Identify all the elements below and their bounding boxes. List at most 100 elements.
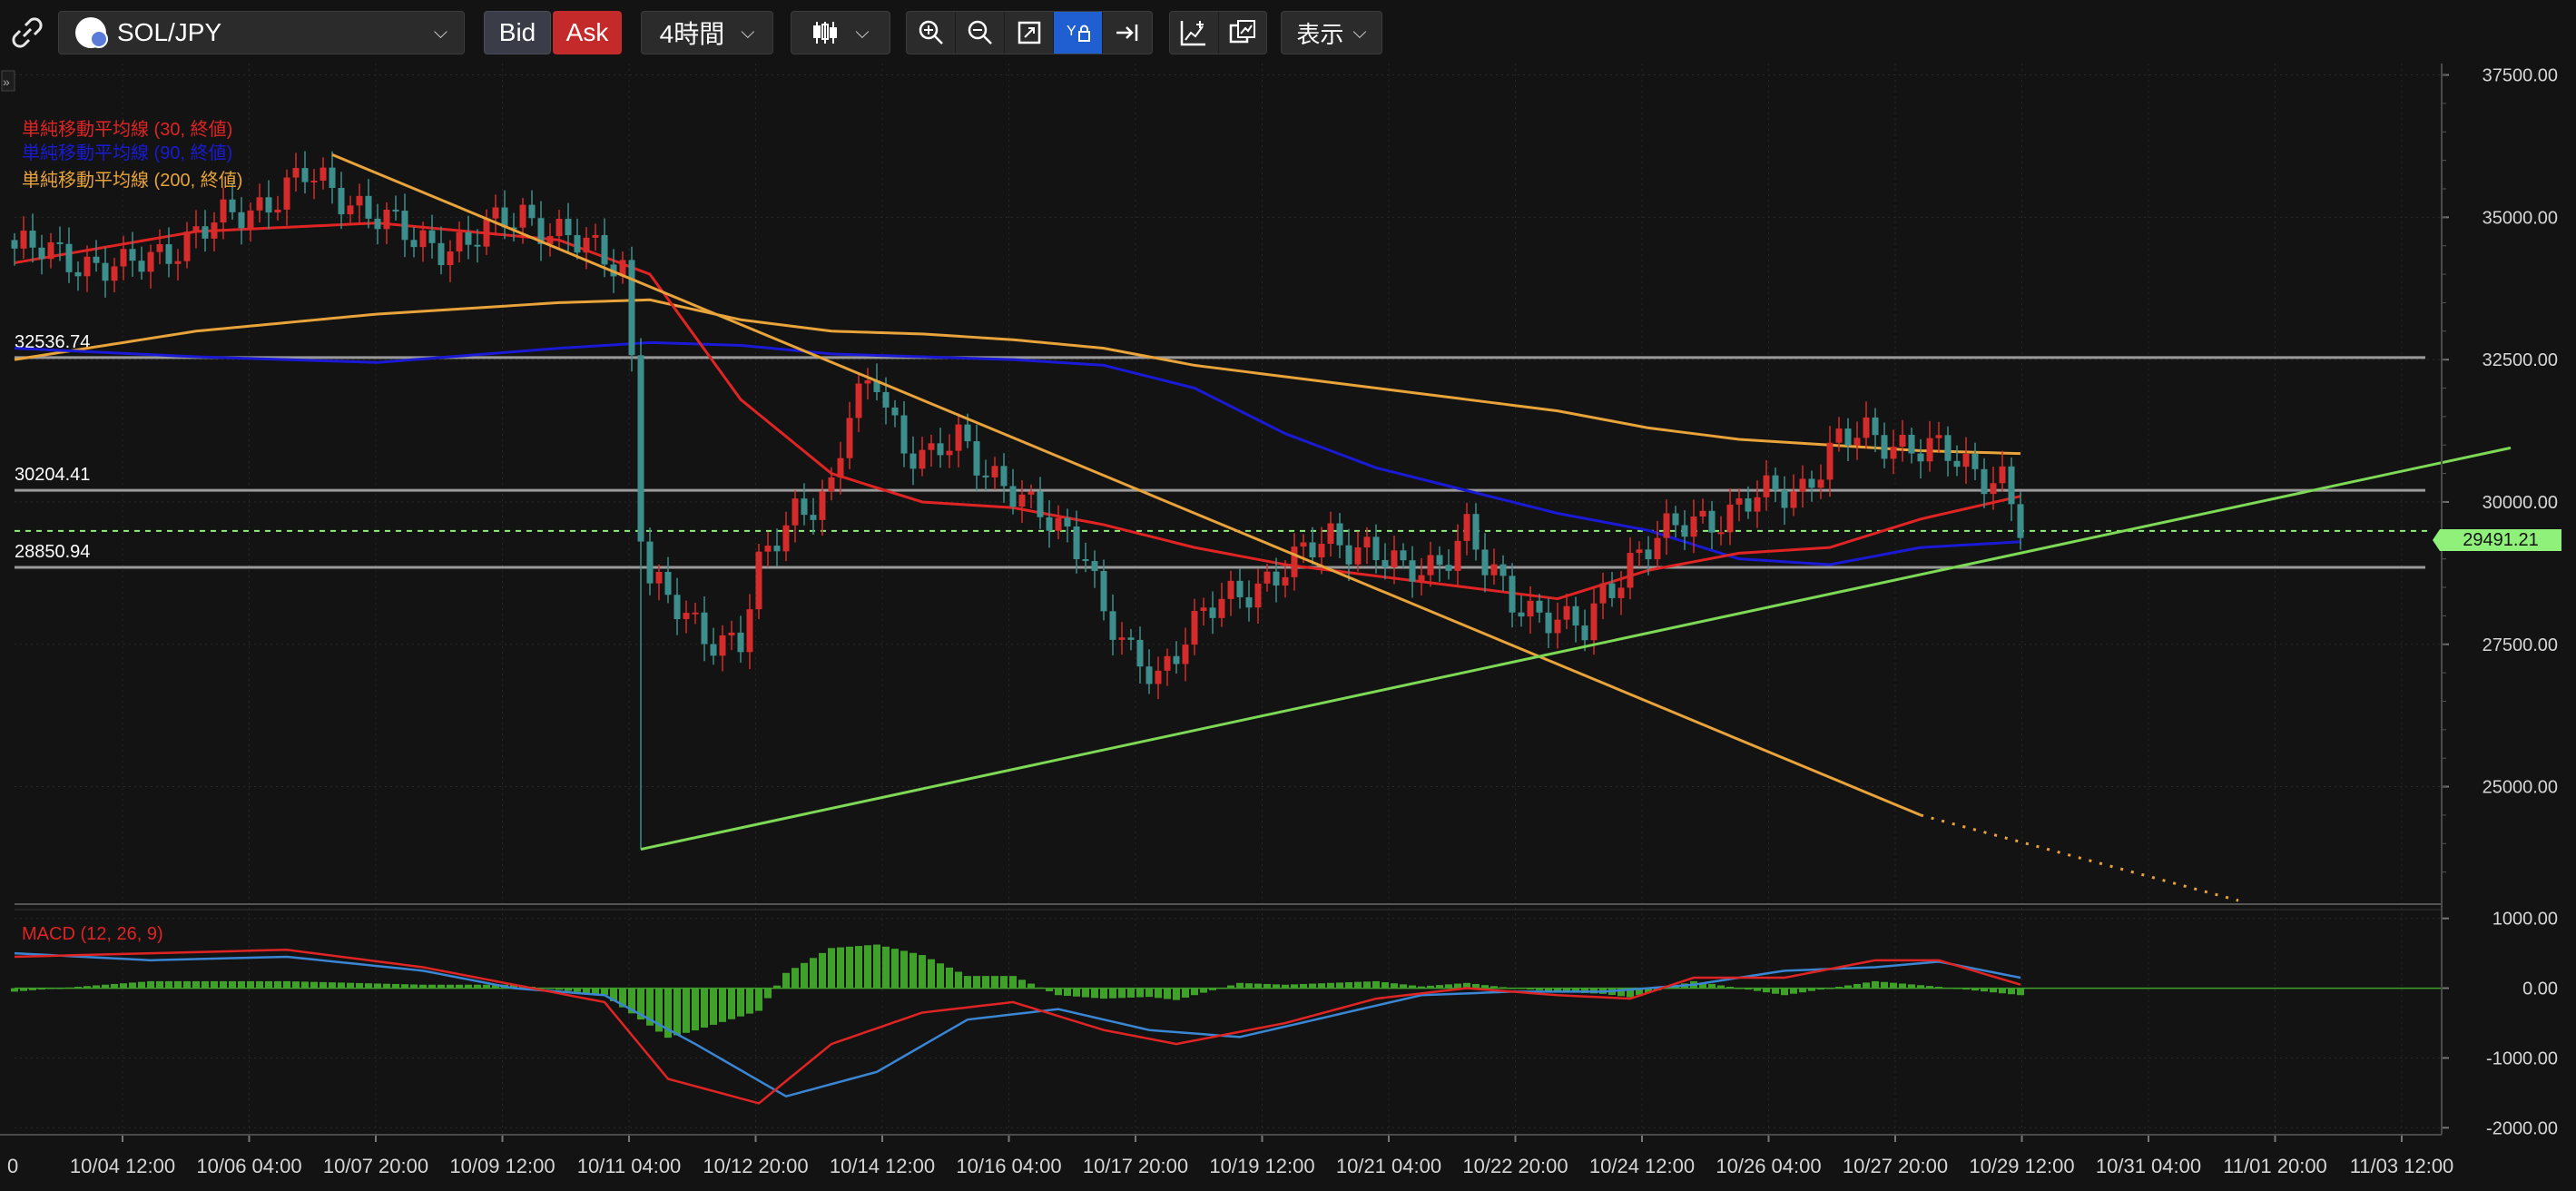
macd-histogram-bar bbox=[601, 988, 608, 996]
macd-histogram-bar bbox=[1545, 988, 1552, 991]
y-axis-lock-icon[interactable]: Y bbox=[1054, 12, 1103, 54]
macd-histogram-bar bbox=[864, 945, 871, 989]
candle-body bbox=[1726, 504, 1734, 533]
interval-selector[interactable]: 4時間 ⌵ bbox=[641, 11, 773, 54]
macd-histogram-bar bbox=[410, 984, 418, 989]
time-tick-label: 10/31 04:00 bbox=[2096, 1155, 2201, 1177]
candle-body bbox=[492, 207, 499, 219]
price-axis[interactable]: 37500.00 35000.00 32500.00 30000.00 27500.00… bbox=[2442, 66, 2558, 1139]
price-tick-label: 37500.00 bbox=[2483, 66, 2558, 86]
candle-body bbox=[737, 632, 744, 653]
candle-body bbox=[1409, 560, 1416, 582]
candle-body bbox=[1000, 466, 1008, 487]
horizontal-levels: 32536.74 30204.41 28850.94 bbox=[15, 332, 2433, 569]
sma90-legend[interactable]: 単純移動平均線 (90, 終値) bbox=[22, 143, 233, 163]
zoom-out-icon[interactable] bbox=[956, 12, 1005, 54]
macd-tick-label: 1000.00 bbox=[2492, 910, 2558, 930]
candle-body bbox=[855, 383, 862, 418]
macd-histogram-bar bbox=[465, 984, 472, 989]
bid-button[interactable]: Bid bbox=[484, 11, 551, 54]
candle-body bbox=[873, 379, 880, 392]
macd-histogram-bar bbox=[1300, 983, 1307, 989]
time-axis[interactable]: 10/04 12:00 10/06 04:00 10/07 20:00 10/09 1… bbox=[7, 1135, 2453, 1177]
candle-body bbox=[1808, 478, 1815, 488]
macd-histogram-bar bbox=[1372, 980, 1380, 989]
chart-area[interactable]: 32536.74 30204.41 28850.94 37500.00 35000.0… bbox=[0, 64, 2576, 1191]
candle-body bbox=[447, 251, 454, 266]
macd-histogram-bar bbox=[20, 988, 27, 991]
candle-body bbox=[1127, 637, 1135, 640]
macd-histogram-bar bbox=[65, 987, 73, 989]
macd-histogram-bar bbox=[1990, 988, 1997, 993]
macd-histogram-bar bbox=[38, 988, 45, 990]
candle-body bbox=[1499, 564, 1507, 576]
candle-body bbox=[1182, 645, 1189, 664]
macd-histogram-bar bbox=[1127, 988, 1135, 998]
macd-histogram-bar bbox=[74, 987, 82, 989]
candle-body bbox=[583, 237, 590, 253]
ask-button[interactable]: Ask bbox=[553, 11, 622, 54]
macd-histogram-bar bbox=[1182, 988, 1189, 998]
candle-body bbox=[1754, 497, 1761, 512]
macd-histogram-bar bbox=[374, 983, 381, 989]
macd-histogram-bar bbox=[1645, 988, 1652, 993]
candle-body bbox=[655, 571, 663, 584]
candle-body bbox=[247, 210, 254, 229]
fit-screen-icon[interactable] bbox=[1005, 12, 1054, 54]
macd-histogram-bar bbox=[1536, 988, 1543, 990]
macd-histogram-bar bbox=[1173, 988, 1180, 1000]
candle-body bbox=[1073, 526, 1080, 559]
macd-histogram-bar bbox=[1218, 988, 1225, 989]
macd-histogram-bar bbox=[401, 984, 408, 989]
add-indicator-icon[interactable] bbox=[1170, 12, 1219, 54]
interval-label: 4時間 bbox=[659, 20, 725, 48]
macd-histogram-bar bbox=[120, 983, 127, 989]
macd-histogram-bar bbox=[537, 988, 545, 989]
macd-histogram-bar bbox=[1490, 986, 1498, 989]
candle-body bbox=[955, 424, 962, 451]
macd-legend[interactable]: MACD (12, 26, 9) bbox=[22, 924, 163, 944]
macd-histogram-bar bbox=[1699, 982, 1706, 989]
candle-body bbox=[565, 219, 572, 236]
zoom-in-icon[interactable] bbox=[907, 12, 956, 54]
candle-body bbox=[229, 199, 236, 212]
macd-histogram-bar bbox=[583, 988, 590, 993]
candle-body bbox=[1817, 479, 1824, 488]
time-tick-label: 10/19 12:00 bbox=[1209, 1155, 1314, 1177]
symbol-selector[interactable]: SOL/JPY ⌵ bbox=[58, 11, 465, 54]
candle-body bbox=[1926, 438, 1933, 462]
macd-histogram-bar bbox=[428, 984, 436, 989]
macd-histogram-bar bbox=[1145, 988, 1153, 998]
macd-histogram-bar bbox=[1527, 988, 1534, 990]
collapse-panel-icon[interactable] bbox=[1, 70, 15, 92]
macd-histogram-bar bbox=[1245, 983, 1253, 989]
macd-tick-label: -2000.00 bbox=[2486, 1118, 2558, 1138]
candle-body bbox=[1554, 619, 1561, 634]
candle-body bbox=[1990, 483, 1997, 495]
view-menu-button[interactable]: 表示 ⌵ bbox=[1281, 11, 1382, 54]
macd-histogram-bar bbox=[873, 944, 880, 989]
candle-body bbox=[301, 168, 309, 182]
chart-type-selector[interactable]: ⌵ bbox=[791, 11, 890, 54]
candle-body bbox=[474, 244, 481, 247]
macd-histogram-bar bbox=[1381, 982, 1389, 989]
link-icon[interactable] bbox=[7, 13, 47, 53]
macd-histogram-bar bbox=[556, 988, 563, 990]
candle-body bbox=[1354, 547, 1362, 565]
sma30-legend[interactable]: 単純移動平均線 (30, 終値) bbox=[22, 120, 233, 140]
candle-body bbox=[1309, 542, 1316, 557]
compare-chart-icon[interactable] bbox=[1219, 12, 1267, 54]
scroll-to-latest-icon[interactable] bbox=[1103, 12, 1151, 54]
sol-coin-icon bbox=[75, 17, 108, 48]
candle-body bbox=[1971, 453, 1979, 469]
sma200-line bbox=[14, 298, 2021, 456]
sma200-legend[interactable]: 単純移動平均線 (200, 終値) bbox=[22, 171, 243, 191]
time-tick-label: 10/14 12:00 bbox=[830, 1155, 935, 1177]
candle-body bbox=[1336, 523, 1343, 546]
candle-body bbox=[919, 449, 926, 469]
macd-histogram-bar bbox=[392, 983, 399, 989]
macd-histogram-bar bbox=[673, 988, 681, 1036]
toolbar: SOL/JPY ⌵ Bid Ask 4時間 ⌵ ⌵ Y bbox=[0, 0, 2576, 64]
macd-histogram-bar bbox=[1708, 983, 1716, 989]
macd-histogram-bar bbox=[1445, 984, 1452, 989]
